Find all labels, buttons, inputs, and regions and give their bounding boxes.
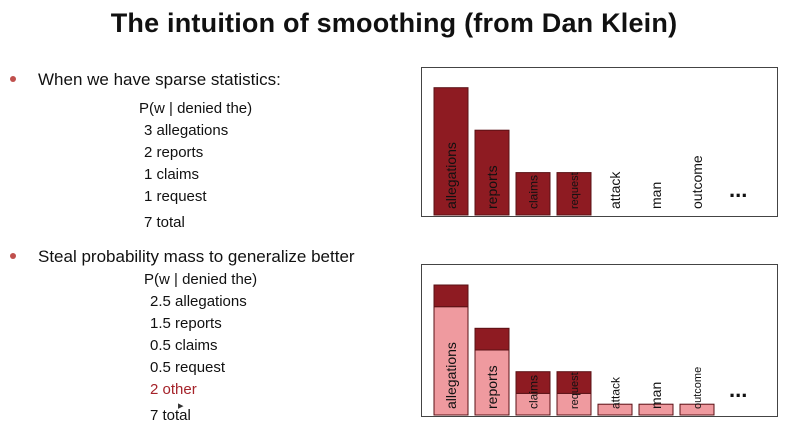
count-line: 2.5 allegations: [150, 293, 247, 310]
bar-request-s0: [556, 172, 592, 216]
bar-outcome-s0: [679, 403, 715, 416]
other-mass-line: 2 other: [150, 381, 197, 398]
bar-allegations-s0: [433, 87, 469, 216]
total-line: 7 total: [144, 214, 185, 231]
count-line: 1.5 reports: [150, 315, 222, 332]
bar-label-outcome: outcome: [689, 155, 705, 209]
bar-label-request: request: [569, 172, 581, 209]
count-line: 0.5 claims: [150, 337, 218, 354]
bullet-steal-probability: Steal probability mass to generalize bet…: [10, 247, 355, 267]
smoothed-counts-chart-svg: allegations reports claims request attack man…: [433, 284, 747, 416]
bullet-dot-icon: [10, 252, 16, 259]
prob-header: P(w | denied the): [139, 100, 253, 117]
bar-claims-s1: [515, 371, 551, 394]
smoothed-counts-chart: allegations reports claims request attack man…: [421, 264, 778, 417]
bullet-dot-icon: [10, 75, 16, 82]
bar-label-claims: claims: [526, 175, 540, 209]
bar-man-s0: [638, 403, 674, 416]
sparse-counts-chart: allegations reports claims request attack man…: [421, 67, 778, 217]
sparse-counts-chart-svg: allegations reports claims request attack man…: [433, 87, 747, 216]
total-line: 7 total: [150, 407, 191, 424]
bar-label-attack: attack: [608, 376, 622, 409]
bar-claims-s0: [515, 172, 551, 216]
ellipsis-label: ...: [729, 377, 747, 402]
count-line: 1 claims: [144, 166, 200, 183]
bar-label-claims: claims: [526, 375, 540, 409]
bar-label-reports: reports: [484, 165, 500, 209]
bar-label-allegations: allegations: [443, 342, 459, 409]
bar-request-s1: [556, 371, 592, 394]
ellipsis-label: ...: [729, 177, 747, 202]
bar-label-outcome: outcome: [692, 367, 704, 409]
count-line: 1 request: [144, 188, 207, 205]
bar-label-man: man: [648, 182, 664, 209]
count-line: 3 allegations: [144, 122, 229, 139]
bullet-text: When we have sparse statistics:: [38, 70, 281, 89]
bar-label-request: request: [569, 372, 581, 409]
bullet-text: Steal probability mass to generalize bet…: [38, 247, 355, 266]
bar-label-man: man: [648, 382, 664, 409]
bullet-sparse-statistics: When we have sparse statistics:: [10, 70, 281, 90]
count-line: 2 reports: [144, 144, 204, 161]
bar-label-attack: attack: [607, 171, 623, 209]
bar-allegations-s1: [433, 284, 469, 308]
count-line: 0.5 request: [150, 359, 226, 376]
bar-reports-s0: [474, 129, 510, 216]
prob-header: P(w | denied the): [144, 271, 258, 288]
bar-attack-s0: [597, 403, 633, 416]
bar-reports-s0: [474, 349, 510, 416]
bar-label-allegations: allegations: [443, 142, 459, 209]
slide-title: The intuition of smoothing (from Dan Kle…: [110, 8, 678, 38]
mouse-cursor-icon: ▸: [178, 400, 184, 412]
bar-reports-s1: [474, 327, 510, 351]
bar-label-reports: reports: [484, 365, 500, 409]
